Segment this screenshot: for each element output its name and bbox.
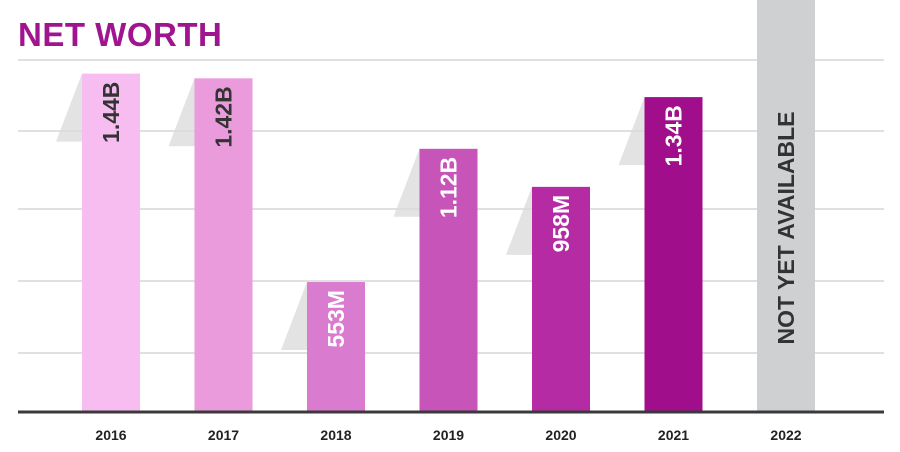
x-tick-2019: 2019 (433, 427, 464, 443)
x-tick-2020: 2020 (545, 427, 576, 443)
bar-shadow (618, 97, 645, 166)
x-tick-2017: 2017 (208, 427, 239, 443)
bar-shadow (281, 282, 307, 351)
x-tick-2016: 2016 (95, 427, 126, 443)
bar-value-label-2017: 1.42B (211, 86, 237, 147)
bar-shadow (168, 78, 195, 147)
bar-2021 (644, 97, 703, 412)
bar-2022 (757, 0, 815, 412)
bar-value-label-2020: 958M (548, 195, 574, 253)
x-tick-2018: 2018 (320, 427, 351, 443)
bar-value-label-2016: 1.44B (98, 82, 124, 143)
bar-shadow (506, 186, 532, 255)
bar-value-label-2022: NOT YET AVAILABLE (773, 112, 799, 345)
bar-value-label-2021: 1.34B (661, 105, 687, 166)
bar-2016 (82, 73, 140, 412)
bar-2018 (307, 282, 365, 412)
bar-value-label-2018: 553M (323, 290, 349, 348)
bars: 1.44B 1.42B 553M 1.12B 958M 1.34B NOT YET AVAI… (56, 0, 815, 413)
bar-value-label-2019: 1.12B (436, 157, 462, 218)
bar-2020 (532, 186, 590, 412)
bar-shadow (393, 148, 420, 217)
bar-2017 (194, 78, 253, 413)
bar-2019 (419, 148, 478, 413)
chart-title: NET WORTH (18, 16, 223, 53)
x-tick-2021: 2021 (658, 427, 689, 443)
bar-shadow (56, 73, 82, 142)
x-tick-2022: 2022 (770, 427, 801, 443)
x-tick-labels: 2016 2017 2018 2019 2020 2021 2022 (95, 427, 801, 443)
